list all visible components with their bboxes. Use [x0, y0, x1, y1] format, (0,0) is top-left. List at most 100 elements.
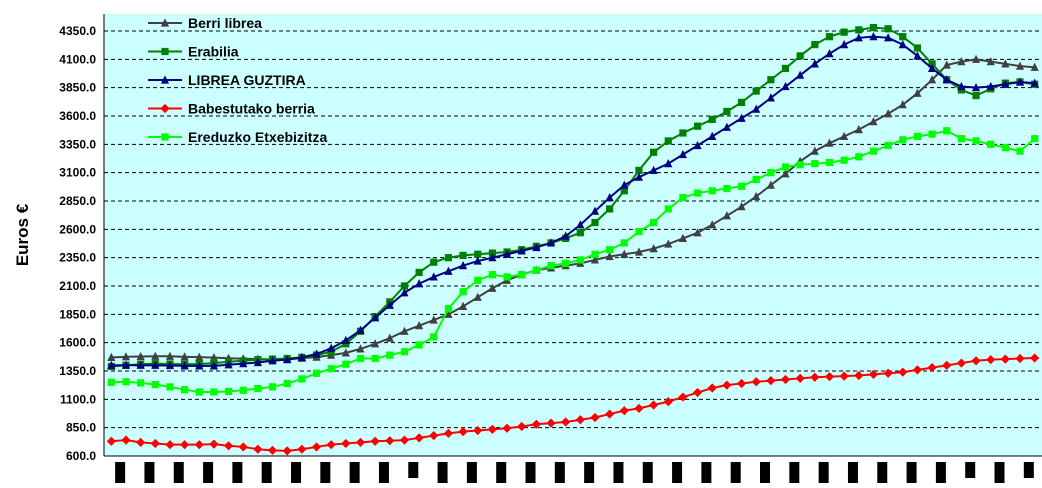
data-point	[928, 130, 936, 138]
x-tick-mark	[906, 462, 917, 484]
data-point	[737, 98, 746, 106]
data-point	[1031, 135, 1039, 143]
data-point	[620, 187, 628, 195]
x-tick-mark	[378, 462, 389, 484]
legend-entry: Erabilia	[148, 44, 239, 60]
data-point	[194, 440, 204, 450]
data-point	[253, 357, 262, 367]
data-point	[1030, 62, 1039, 71]
data-point	[927, 363, 937, 373]
legend-marker	[161, 133, 169, 141]
data-point	[576, 256, 584, 264]
data-point	[751, 377, 761, 387]
data-point	[884, 109, 893, 118]
data-point	[635, 166, 643, 174]
data-point	[239, 359, 248, 368]
x-tick-mark	[144, 462, 155, 484]
series-lines	[106, 24, 1040, 456]
data-point	[151, 351, 160, 360]
data-point	[268, 383, 277, 391]
data-point	[1015, 77, 1025, 86]
data-point	[166, 383, 174, 391]
y-axis-label: Euros €	[13, 203, 32, 266]
data-point	[430, 333, 438, 341]
data-point	[840, 156, 848, 164]
data-point	[884, 33, 893, 42]
data-point	[780, 374, 791, 385]
y-tick-label: 3350.0	[59, 137, 96, 151]
data-point	[518, 271, 526, 279]
data-point	[620, 249, 629, 258]
data-point	[590, 412, 600, 423]
data-point	[824, 372, 835, 382]
data-point	[825, 158, 834, 167]
data-point	[634, 247, 644, 256]
data-point	[356, 344, 365, 353]
data-point	[869, 147, 878, 155]
data-point	[679, 129, 687, 137]
data-point	[649, 400, 659, 410]
legend-label: Babestutako berria	[188, 101, 315, 117]
data-point	[957, 135, 965, 143]
data-point	[430, 258, 438, 266]
data-point	[650, 218, 658, 227]
data-point	[429, 315, 438, 324]
y-tick-label: 2350.0	[59, 251, 96, 265]
data-point	[942, 360, 952, 370]
data-point	[693, 140, 702, 150]
y-tick-label: 2850.0	[59, 194, 96, 208]
data-point	[370, 436, 380, 446]
data-point	[312, 369, 321, 377]
data-point	[150, 438, 160, 449]
legend-entry: Babestutako berria	[148, 101, 315, 117]
data-point	[679, 194, 687, 202]
data-point	[781, 163, 790, 171]
legend-entry: Berri librea	[148, 15, 262, 31]
data-point	[722, 211, 731, 220]
legend-marker	[160, 75, 170, 84]
data-point	[121, 435, 131, 445]
data-point	[693, 122, 702, 130]
data-point	[444, 309, 453, 318]
data-point	[1015, 353, 1025, 364]
data-point	[371, 339, 380, 348]
data-point	[840, 131, 849, 140]
data-point	[151, 381, 159, 389]
data-point	[254, 384, 262, 393]
x-tick-mark	[994, 462, 1005, 484]
data-point	[810, 372, 820, 382]
series-line	[111, 129, 1036, 393]
data-point	[854, 370, 864, 381]
data-point	[180, 352, 189, 361]
data-point	[825, 138, 834, 147]
data-point	[663, 397, 673, 407]
data-point	[341, 348, 350, 357]
data-point	[811, 160, 819, 168]
data-point	[137, 379, 145, 387]
data-point	[311, 442, 322, 452]
data-point	[752, 87, 760, 95]
data-point	[752, 104, 761, 113]
data-point	[825, 49, 834, 58]
data-point	[986, 81, 995, 91]
data-point	[195, 388, 203, 396]
data-point	[297, 352, 306, 361]
data-point	[223, 441, 234, 451]
data-point	[517, 421, 527, 432]
data-point	[737, 113, 746, 122]
x-tick-mark	[115, 462, 126, 484]
legend-label: Ereduzko Etxebizitza	[188, 129, 327, 145]
data-point	[899, 136, 907, 144]
data-point	[267, 445, 278, 455]
data-point	[767, 76, 775, 84]
data-point	[210, 388, 218, 396]
data-point	[693, 228, 702, 237]
x-tick-mark	[291, 462, 302, 484]
x-tick-mark	[525, 462, 536, 484]
data-point	[634, 403, 644, 413]
data-point	[546, 238, 556, 247]
data-point	[811, 41, 819, 49]
data-point	[342, 360, 350, 368]
data-point	[224, 387, 233, 395]
data-point	[591, 218, 599, 227]
